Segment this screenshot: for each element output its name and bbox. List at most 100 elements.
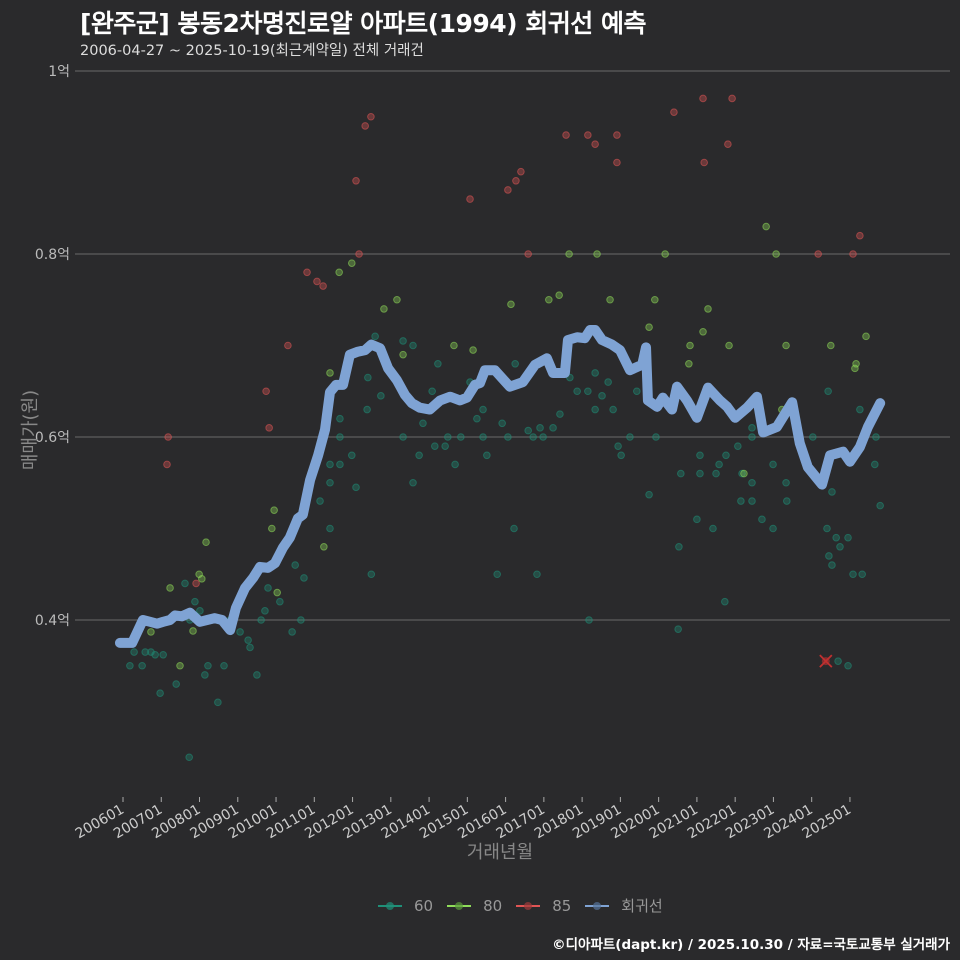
- data-point-60: [876, 501, 884, 510]
- data-point-60: [130, 648, 138, 656]
- data-point-60: [844, 533, 852, 542]
- data-point-85: [352, 177, 360, 185]
- data-point-60: [409, 478, 417, 487]
- data-point-60: [399, 337, 407, 345]
- data-point-60: [257, 616, 265, 624]
- data-point-80: [326, 369, 334, 377]
- data-point-60: [316, 497, 324, 505]
- data-point-60: [712, 469, 720, 478]
- data-point-60: [549, 424, 557, 432]
- legend-item-80[interactable]: 80: [447, 897, 502, 915]
- data-point-80: [565, 250, 573, 258]
- data-point-80: [273, 588, 281, 597]
- data-point-60: [783, 497, 791, 505]
- data-point-85: [313, 277, 321, 286]
- data-point-85: [284, 341, 292, 350]
- data-point-60: [604, 378, 612, 386]
- data-point-60: [748, 433, 756, 441]
- data-point-60: [825, 552, 833, 560]
- data-point-85: [517, 167, 525, 176]
- data-point-60: [858, 570, 866, 579]
- legend-label: 60: [414, 896, 434, 915]
- data-point-60: [769, 524, 777, 533]
- data-point-60: [185, 753, 193, 762]
- legend-item-regression[interactable]: 회귀선: [585, 895, 663, 916]
- data-point-80: [827, 341, 835, 350]
- data-point-85: [699, 94, 707, 103]
- highlight-x-icon: [819, 654, 833, 668]
- data-point-60: [191, 597, 199, 606]
- data-point-60: [352, 483, 360, 492]
- data-point-60: [696, 469, 704, 478]
- data-point-85: [562, 131, 570, 139]
- data-point-80: [198, 575, 206, 583]
- chart-title: [완주군] 봉동2차명진로얄 아파트(1994) 회귀선 예측: [80, 9, 647, 38]
- data-point-60: [591, 369, 599, 377]
- legend-label: 85: [552, 896, 572, 915]
- data-point-60: [591, 405, 599, 414]
- data-point-85: [355, 250, 363, 258]
- data-point-60: [141, 648, 149, 656]
- data-point-60: [244, 636, 252, 644]
- data-point-80: [507, 300, 515, 309]
- data-point-60: [824, 387, 832, 396]
- data-point-60: [201, 671, 209, 679]
- data-point-80: [645, 323, 653, 332]
- data-point-60: [828, 488, 836, 496]
- data-point-85: [670, 108, 678, 116]
- data-point-60: [444, 433, 452, 441]
- data-point-60: [159, 650, 167, 659]
- data-point-60: [584, 387, 592, 396]
- data-point-60: [172, 680, 180, 688]
- legend-item-85[interactable]: 85: [516, 897, 571, 915]
- data-point-60: [617, 451, 625, 460]
- data-point-60: [696, 451, 704, 460]
- data-point-60: [721, 597, 729, 606]
- data-point-60: [677, 469, 685, 478]
- data-point-60: [276, 597, 284, 606]
- footer-credit: ©디아파트(dapt.kr) / 2025.10.30 / 자료=국토교통부 실…: [552, 937, 950, 953]
- data-point-80: [782, 341, 790, 350]
- data-point-60: [722, 451, 730, 460]
- data-point-60: [734, 442, 742, 450]
- data-point-80: [762, 222, 770, 231]
- data-point-60: [675, 543, 683, 551]
- data-point-80: [166, 584, 174, 592]
- data-point-80: [176, 661, 184, 670]
- data-point-60: [415, 451, 423, 460]
- data-point-80: [661, 250, 669, 258]
- data-point-60: [371, 332, 379, 341]
- data-point-80: [686, 341, 694, 350]
- data-point-60: [377, 392, 385, 400]
- data-point-60: [844, 661, 852, 670]
- data-point-60: [758, 515, 766, 524]
- data-point-60: [399, 433, 407, 441]
- data-point-80: [268, 524, 276, 533]
- data-point-80: [450, 341, 458, 350]
- data-point-60: [246, 643, 254, 652]
- data-point-60: [431, 442, 439, 450]
- data-point-60: [748, 478, 756, 487]
- data-point-85: [814, 250, 822, 258]
- data-point-60: [614, 442, 622, 450]
- data-point-60: [367, 570, 376, 579]
- data-point-80: [469, 346, 477, 354]
- data-point-60: [645, 490, 653, 499]
- data-point-60: [633, 387, 641, 396]
- data-point-60: [151, 650, 159, 659]
- data-point-60: [693, 515, 701, 524]
- data-point-85: [613, 131, 621, 139]
- data-point-60: [473, 414, 481, 423]
- data-point-60: [156, 689, 164, 698]
- data-point-80: [189, 627, 197, 635]
- data-point-85: [367, 112, 375, 121]
- data-point-60: [738, 469, 746, 478]
- data-point-60: [832, 533, 840, 542]
- data-point-60: [300, 574, 308, 582]
- data-point-60: [856, 405, 864, 414]
- data-point-60: [849, 570, 857, 579]
- data-point-80: [545, 295, 553, 304]
- data-point-60: [363, 405, 371, 414]
- legend-item-60[interactable]: 60: [378, 897, 433, 915]
- data-point-60: [609, 405, 617, 414]
